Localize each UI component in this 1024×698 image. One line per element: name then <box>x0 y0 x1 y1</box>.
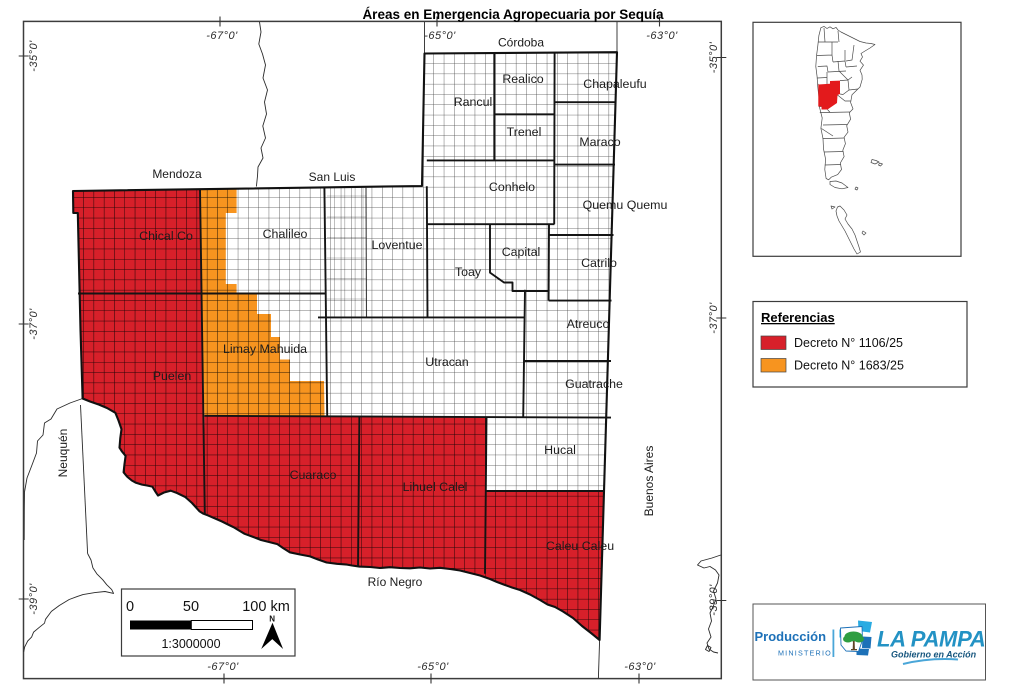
svg-text:Toay: Toay <box>455 265 482 279</box>
svg-text:-63°0': -63°0' <box>646 30 678 42</box>
svg-text:Caleu Caleu: Caleu Caleu <box>546 539 614 553</box>
svg-text:Capital: Capital <box>502 245 541 259</box>
svg-text:Lihuel Calel: Lihuel Calel <box>403 480 468 494</box>
svg-text:-35°0': -35°0' <box>708 41 720 73</box>
svg-text:Loventue: Loventue <box>372 238 423 252</box>
svg-text:San Luis: San Luis <box>309 170 356 184</box>
svg-text:Río Negro: Río Negro <box>368 575 423 589</box>
svg-text:-63°0': -63°0' <box>624 661 656 673</box>
svg-text:50: 50 <box>183 599 199 615</box>
svg-text:-37°0': -37°0' <box>28 308 40 340</box>
svg-text:Decreto N° 1683/25: Decreto N° 1683/25 <box>794 359 904 373</box>
svg-text:Mendoza: Mendoza <box>152 167 202 181</box>
svg-text:-39°0': -39°0' <box>28 583 40 615</box>
svg-text:Utracan: Utracan <box>425 355 468 369</box>
svg-text:Guatrache: Guatrache <box>565 377 623 391</box>
svg-text:-67°0': -67°0' <box>206 30 238 42</box>
svg-text:Atreuco: Atreuco <box>567 317 610 331</box>
svg-text:N: N <box>269 615 275 624</box>
svg-text:Catrilo: Catrilo <box>581 256 617 270</box>
svg-text:-35°0': -35°0' <box>28 40 40 72</box>
svg-text:Cuaraco: Cuaraco <box>290 468 337 482</box>
svg-text:-67°0': -67°0' <box>207 661 239 673</box>
svg-text:1:3000000: 1:3000000 <box>161 637 220 651</box>
svg-text:Trenel: Trenel <box>507 125 542 139</box>
svg-text:Córdoba: Córdoba <box>498 36 544 50</box>
svg-text:-65°0': -65°0' <box>417 661 449 673</box>
svg-text:Puelen: Puelen <box>153 369 192 383</box>
svg-text:Buenos Aires: Buenos Aires <box>642 446 656 517</box>
svg-text:Chapaleufu: Chapaleufu <box>583 77 646 91</box>
svg-text:Referencias: Referencias <box>761 310 835 325</box>
svg-text:-39°0': -39°0' <box>708 584 720 616</box>
svg-text:Neuquén: Neuquén <box>56 429 70 478</box>
svg-text:Rancul: Rancul <box>454 95 493 109</box>
svg-text:100 km: 100 km <box>242 599 290 615</box>
svg-text:Gobierno en Acción: Gobierno en Acción <box>891 650 977 660</box>
svg-text:Realico: Realico <box>502 72 543 86</box>
svg-text:Chalileo: Chalileo <box>263 227 308 241</box>
svg-text:MINISTERIO: MINISTERIO <box>778 649 832 658</box>
svg-text:Quemu Quemu: Quemu Quemu <box>583 198 668 212</box>
svg-text:Limay Mahuida: Limay Mahuida <box>223 342 307 356</box>
svg-text:Conhelo: Conhelo <box>489 180 535 194</box>
svg-text:Hucal: Hucal <box>544 443 576 457</box>
svg-text:Áreas en Emergencia Agropecuar: Áreas en Emergencia Agropecuaria por Seq… <box>362 7 664 22</box>
svg-text:LA PAMPA: LA PAMPA <box>877 627 985 652</box>
svg-text:Producción: Producción <box>755 629 827 644</box>
svg-text:Maraco: Maraco <box>579 135 620 149</box>
svg-text:-37°0': -37°0' <box>708 302 720 334</box>
svg-text:-65°0': -65°0' <box>424 30 456 42</box>
svg-text:0: 0 <box>126 599 134 615</box>
svg-text:Chical Co: Chical Co <box>139 229 193 243</box>
svg-text:Decreto N° 1106/25: Decreto N° 1106/25 <box>794 336 903 350</box>
